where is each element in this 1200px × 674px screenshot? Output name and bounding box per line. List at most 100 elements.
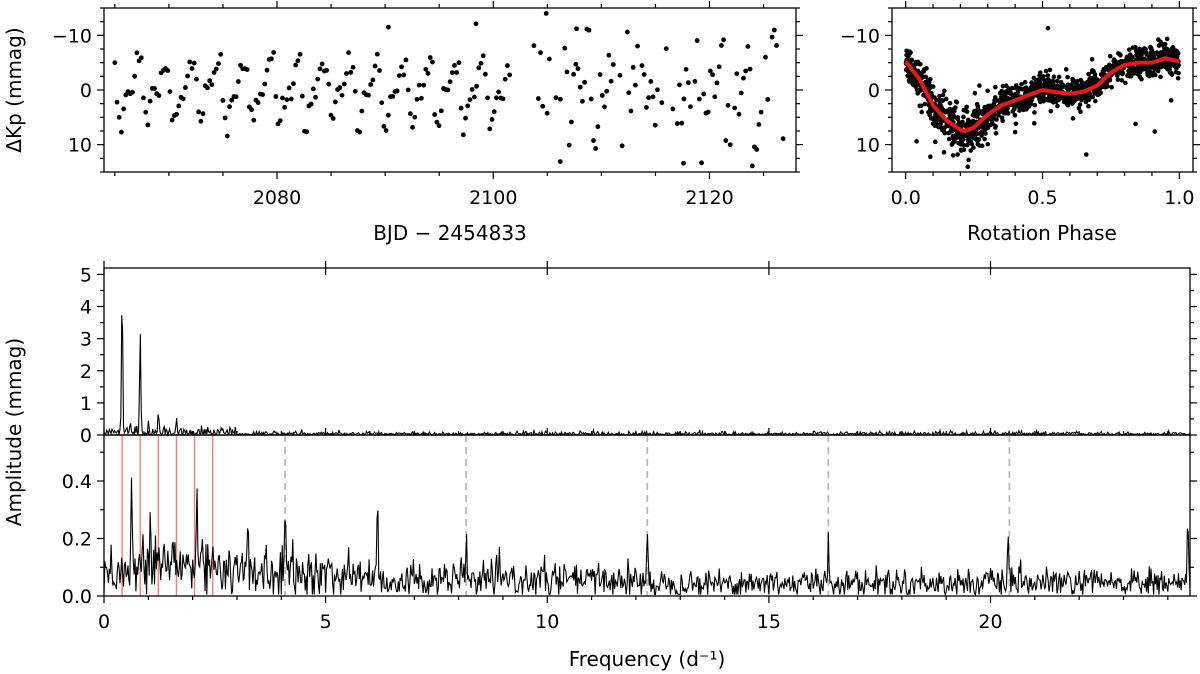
phase-point: [1176, 62, 1181, 68]
phase-point: [928, 116, 934, 121]
light-curve-point: [233, 94, 239, 100]
phase-point: [1126, 54, 1131, 60]
light-curve-point: [557, 96, 563, 102]
light-curve-point: [385, 112, 391, 118]
light-curve-point: [721, 37, 726, 43]
phase-point: [1093, 88, 1098, 93]
light-curve-point: [291, 81, 296, 87]
light-curve-point: [180, 96, 186, 102]
x-tick-label: 1.0: [1164, 187, 1194, 209]
light-curve-point: [685, 80, 691, 86]
light-curve-point: [588, 96, 594, 102]
light-curve-point: [743, 68, 749, 74]
light-curve-point: [591, 138, 596, 143]
light-curve-point: [562, 45, 568, 51]
phase-point: [979, 143, 985, 149]
light-curve-point: [681, 96, 687, 102]
light-curve-point: [264, 67, 270, 73]
light-curve-point: [663, 46, 669, 52]
phase-point: [1137, 50, 1143, 56]
phase-point: [1112, 60, 1118, 66]
phase-outlier: [1012, 129, 1018, 135]
light-curve-point: [299, 93, 305, 99]
light-curve-point: [670, 106, 676, 112]
phase-point: [1056, 74, 1062, 80]
light-curve-point: [650, 94, 656, 100]
light-curve-point: [454, 70, 460, 75]
light-curve-point: [626, 90, 632, 96]
light-curve-point: [749, 163, 755, 169]
phase-point: [997, 99, 1003, 104]
light-curve-point: [156, 93, 162, 98]
light-curve-point: [370, 77, 376, 83]
light-curve-point: [414, 96, 420, 102]
phase-point: [1045, 73, 1051, 78]
light-curve-point: [736, 111, 742, 117]
phase-point: [1041, 74, 1046, 79]
light-curve-point: [235, 79, 241, 84]
light-curve-point: [465, 103, 471, 109]
phase-point: [1062, 98, 1067, 103]
spectrum-zoom-ticks: 0 5 10 15 20 0.0 0.2 0.4: [62, 428, 1197, 633]
phase-point: [1168, 70, 1174, 76]
light-curve-point: [372, 63, 378, 69]
light-curve-point: [469, 87, 475, 92]
phase-point: [1120, 71, 1125, 77]
phase-point: [1101, 68, 1107, 74]
phase-point: [987, 104, 993, 110]
light-curve-point: [255, 100, 261, 106]
phase-point: [1107, 62, 1112, 68]
phase-point: [1083, 99, 1089, 105]
phase-point: [1114, 73, 1120, 79]
phase-outlier: [941, 150, 947, 155]
phase-point: [1134, 68, 1139, 74]
light-curve-point: [399, 64, 404, 70]
light-curve-point: [652, 122, 658, 128]
phase-point: [1069, 82, 1074, 87]
light-curve-point: [566, 142, 572, 148]
light-curve-point: [381, 123, 387, 129]
light-curve-point: [445, 87, 451, 93]
phase-point: [942, 88, 947, 94]
phase-point: [928, 109, 933, 114]
phase-point: [1076, 105, 1082, 111]
phase-point: [904, 48, 909, 54]
light-curve-point: [575, 66, 581, 72]
light-curve-point: [330, 116, 336, 121]
phase-point: [1019, 103, 1025, 109]
light-curve-point: [130, 89, 135, 95]
phase-point: [981, 110, 987, 116]
phase-point: [1049, 97, 1055, 102]
light-curve-point: [286, 85, 292, 91]
light-curve-point: [688, 104, 693, 110]
light-curve-point: [507, 72, 513, 78]
phase-point: [951, 113, 956, 118]
x-tick-label: 2120: [685, 187, 733, 209]
phase-point: [1032, 102, 1038, 108]
light-curve-point: [348, 69, 354, 75]
light-curve-point: [699, 160, 704, 166]
phase-point: [1088, 75, 1094, 81]
y-tick-label: 5: [80, 264, 92, 286]
phase-point: [1005, 111, 1011, 116]
phase-point: [1164, 36, 1170, 42]
light-curve-point: [628, 108, 634, 114]
phase-plot-area: [903, 25, 1181, 169]
phase-point: [1044, 82, 1049, 88]
light-curve-point: [463, 115, 468, 121]
phase-point: [926, 80, 932, 85]
phase-point: [964, 104, 969, 110]
phase-point: [1137, 46, 1142, 52]
light-curve-point: [324, 67, 329, 73]
phase-point: [1015, 103, 1021, 109]
light-curve-point: [224, 133, 230, 139]
phase-panel: 0.0 0.5 1.0 −10 0 10 Rotation Phase: [840, 1, 1200, 245]
phase-point: [1169, 50, 1175, 56]
light-curve-point: [577, 84, 583, 90]
phase-point: [921, 69, 927, 74]
light-curve-outlier: [624, 29, 630, 35]
phase-outlier: [993, 130, 999, 136]
light-curve-point: [282, 104, 288, 110]
spectrum-full-frame: [103, 267, 1191, 436]
phase-point: [1133, 44, 1138, 50]
